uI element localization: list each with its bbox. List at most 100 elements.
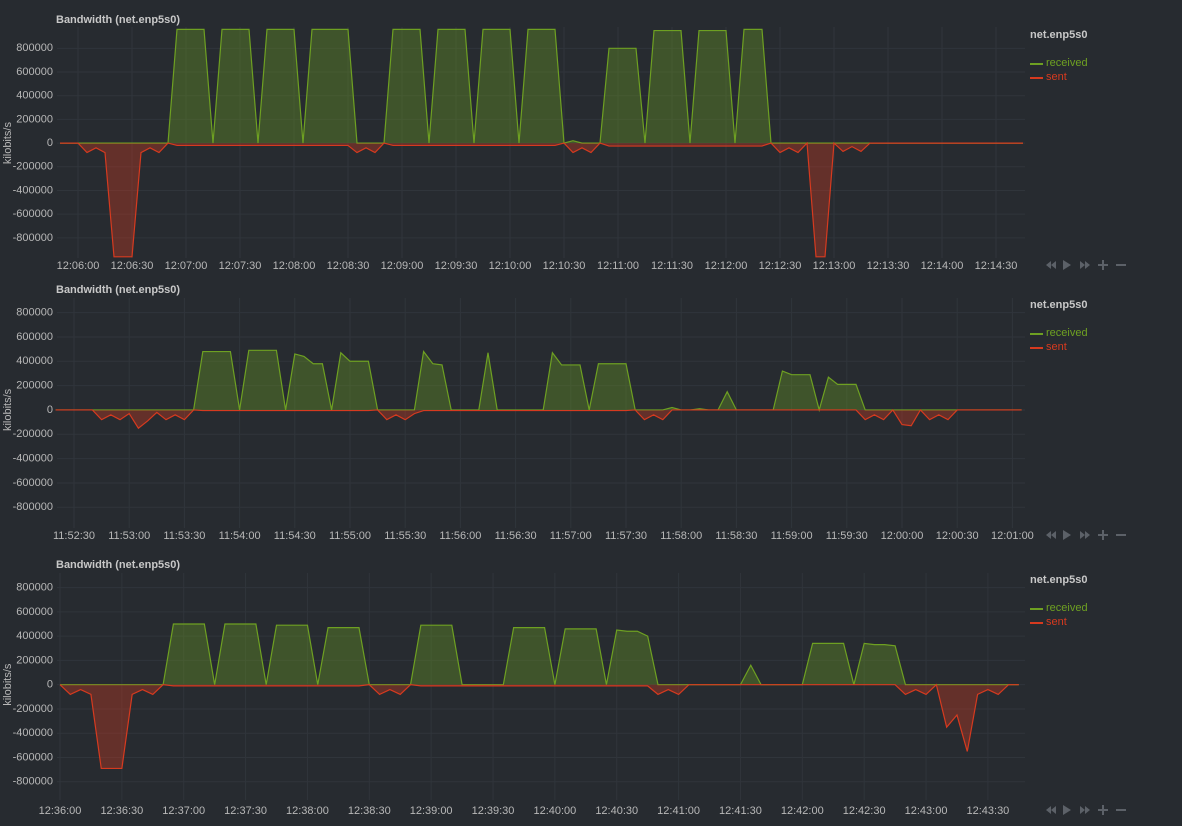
- legend-label[interactable]: received: [1046, 602, 1088, 614]
- nav-next[interactable]: [1080, 531, 1085, 539]
- x-tick-label: 11:52:30: [53, 530, 95, 542]
- area-fill: [60, 29, 1023, 144]
- chart-title: Bandwidth (net.enp5s0): [56, 559, 180, 571]
- x-tick-label: 12:09:30: [435, 260, 478, 272]
- x-tick-label: 12:39:00: [410, 805, 453, 817]
- x-tick-label: 12:00:30: [936, 530, 979, 542]
- y-tick-label: 800000: [16, 307, 53, 319]
- nav-first[interactable]: [1051, 806, 1056, 814]
- y-tick-label: 800000: [16, 581, 53, 593]
- x-tick-label: 12:07:30: [219, 260, 262, 272]
- nav-next[interactable]: [1080, 806, 1085, 814]
- nav-first[interactable]: [1046, 261, 1051, 269]
- nav-first[interactable]: [1051, 531, 1056, 539]
- x-tick-label: 11:54:00: [219, 530, 261, 542]
- nav-zoom-in[interactable]: [1098, 530, 1108, 540]
- chart-title: Bandwidth (net.enp5s0): [56, 14, 180, 26]
- x-tick-label: 11:55:00: [329, 530, 371, 542]
- y-tick-label: -200000: [13, 428, 53, 440]
- y-tick-label: 400000: [16, 630, 53, 642]
- x-tick-label: 12:08:30: [327, 260, 370, 272]
- x-tick-label: 11:57:00: [550, 530, 592, 542]
- y-tick-label: 0: [47, 137, 53, 149]
- legend-label[interactable]: received: [1046, 327, 1088, 339]
- chart-title: Bandwidth (net.enp5s0): [56, 284, 180, 296]
- y-tick-label: -200000: [13, 161, 53, 173]
- y-tick-label: 0: [47, 679, 53, 691]
- y-tick-label: -400000: [13, 453, 53, 465]
- x-tick-label: 12:13:30: [867, 260, 910, 272]
- y-tick-label: 200000: [16, 654, 53, 666]
- x-tick-label: 11:59:00: [771, 530, 813, 542]
- x-tick-label: 12:40:30: [595, 805, 638, 817]
- area-fill: [55, 350, 1022, 410]
- nav-play[interactable]: [1063, 530, 1071, 540]
- chart-panel: Bandwidth (net.enp5s0) -800000 -600000 -400…: [2, 14, 1126, 272]
- x-tick-label: 12:38:00: [286, 805, 329, 817]
- y-tick-label: -800000: [13, 232, 53, 244]
- nav-zoom-in[interactable]: [1098, 260, 1108, 270]
- x-tick-label: 12:37:00: [162, 805, 205, 817]
- x-tick-label: 11:58:00: [660, 530, 702, 542]
- y-tick-label: 800000: [16, 42, 53, 54]
- legend-label[interactable]: sent: [1046, 616, 1067, 628]
- x-tick-label: 11:54:30: [274, 530, 316, 542]
- legend-label[interactable]: sent: [1046, 341, 1067, 353]
- y-axis-label: kilobits/s: [2, 388, 14, 431]
- x-tick-label: 12:10:30: [543, 260, 586, 272]
- area-fill: [55, 409, 1022, 429]
- nav-play[interactable]: [1063, 805, 1071, 815]
- y-axis-label: kilobits/s: [2, 663, 14, 706]
- nav-next[interactable]: [1085, 261, 1090, 269]
- legend-label[interactable]: sent: [1046, 71, 1067, 83]
- x-tick-label: 12:06:00: [57, 260, 100, 272]
- y-tick-label: 600000: [16, 66, 53, 78]
- legend-title: net.enp5s0: [1030, 29, 1087, 41]
- x-tick-label: 11:58:30: [715, 530, 757, 542]
- x-tick-label: 12:12:00: [705, 260, 748, 272]
- x-tick-label: 11:53:30: [163, 530, 205, 542]
- nav-next[interactable]: [1080, 261, 1085, 269]
- x-tick-label: 12:40:00: [533, 805, 576, 817]
- x-tick-label: 11:59:30: [826, 530, 868, 542]
- x-tick-label: 12:36:30: [100, 805, 143, 817]
- x-tick-label: 12:09:00: [381, 260, 424, 272]
- x-tick-label: 11:55:30: [384, 530, 426, 542]
- legend-title: net.enp5s0: [1030, 299, 1087, 311]
- legend-label[interactable]: received: [1046, 57, 1088, 69]
- series-line: [60, 623, 1019, 686]
- x-tick-label: 12:41:00: [657, 805, 700, 817]
- x-tick-label: 12:38:30: [348, 805, 391, 817]
- y-tick-label: -400000: [13, 184, 53, 196]
- x-tick-label: 12:42:00: [781, 805, 824, 817]
- nav-first[interactable]: [1046, 806, 1051, 814]
- nav-first[interactable]: [1046, 531, 1051, 539]
- x-tick-label: 12:01:00: [991, 530, 1034, 542]
- x-tick-label: 11:56:30: [495, 530, 537, 542]
- x-tick-label: 12:41:30: [719, 805, 762, 817]
- y-tick-label: 200000: [16, 380, 53, 392]
- x-tick-label: 12:36:00: [39, 805, 82, 817]
- x-tick-label: 12:12:30: [759, 260, 802, 272]
- nav-first[interactable]: [1051, 261, 1056, 269]
- nav-play[interactable]: [1063, 260, 1071, 270]
- x-tick-label: 12:13:00: [813, 260, 856, 272]
- area-fill: [60, 623, 1019, 685]
- y-tick-label: 600000: [16, 331, 53, 343]
- nav-next[interactable]: [1085, 531, 1090, 539]
- y-tick-label: 400000: [16, 355, 53, 367]
- nav-next[interactable]: [1085, 806, 1090, 814]
- y-tick-label: 200000: [16, 113, 53, 125]
- x-tick-label: 11:53:00: [108, 530, 150, 542]
- x-tick-label: 11:57:30: [605, 530, 647, 542]
- nav-zoom-in[interactable]: [1098, 805, 1108, 815]
- y-tick-label: 400000: [16, 90, 53, 102]
- x-tick-label: 12:39:30: [472, 805, 515, 817]
- y-tick-label: -800000: [13, 501, 53, 513]
- x-tick-label: 12:43:30: [966, 805, 1009, 817]
- x-tick-label: 12:14:00: [921, 260, 964, 272]
- x-tick-label: 12:14:30: [975, 260, 1018, 272]
- x-tick-label: 12:11:00: [597, 260, 639, 272]
- x-tick-label: 12:00:00: [881, 530, 924, 542]
